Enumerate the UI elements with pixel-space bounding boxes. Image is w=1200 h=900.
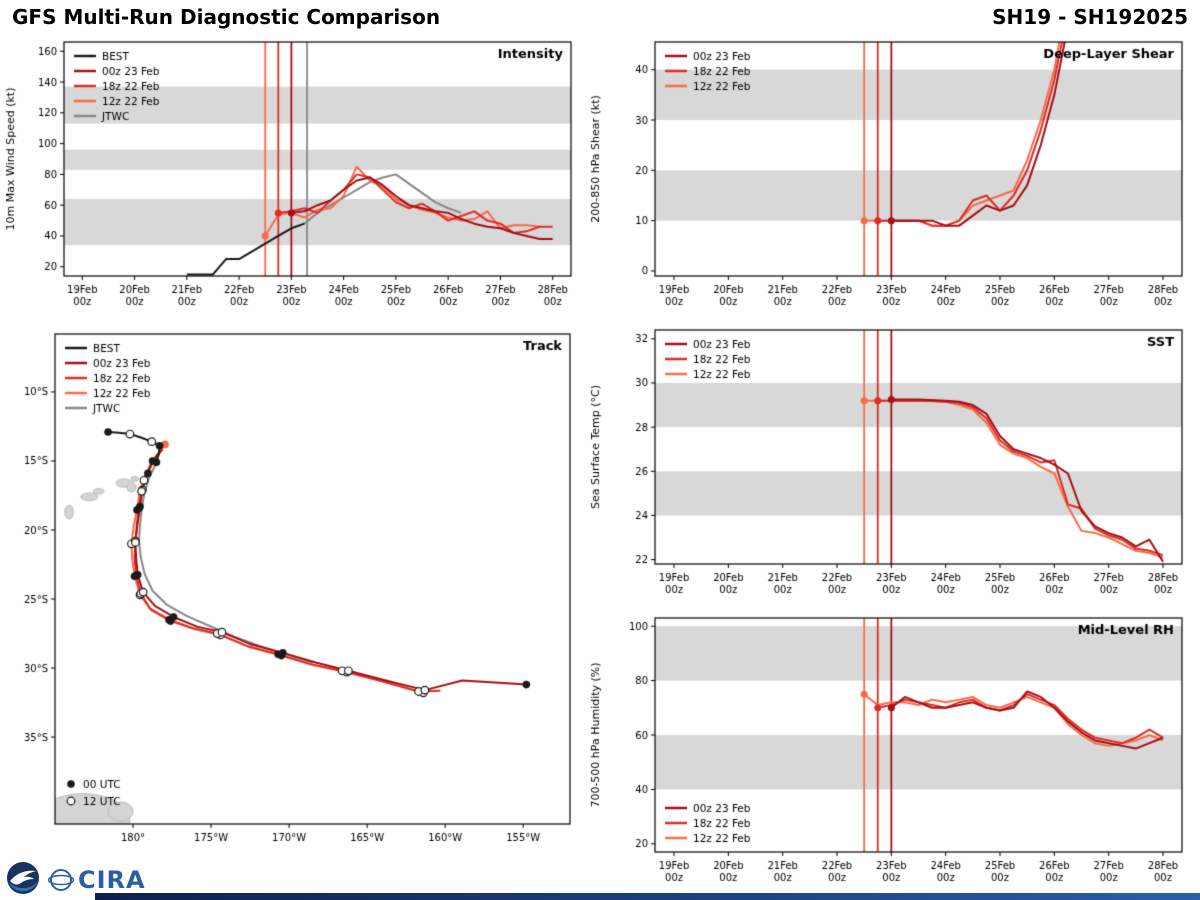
storm-id: SH19 - SH192025	[992, 5, 1188, 29]
cira-wordmark: CIRA	[78, 866, 146, 894]
intensity-chart	[0, 34, 585, 322]
header: GFS Multi-Run Diagnostic Comparison SH19…	[0, 0, 1200, 34]
footer-logos: CIRA	[6, 862, 146, 898]
track-map-chart	[0, 322, 585, 870]
footer-bar	[95, 893, 1200, 900]
mid-level-rh-chart	[585, 610, 1200, 898]
sst-chart	[585, 322, 1200, 610]
cira-globe-icon	[48, 869, 74, 891]
page-title: GFS Multi-Run Diagnostic Comparison	[12, 5, 441, 29]
cira-logo: CIRA	[48, 866, 146, 894]
deep-layer-shear-chart	[585, 34, 1200, 322]
noaa-logo	[6, 861, 40, 899]
